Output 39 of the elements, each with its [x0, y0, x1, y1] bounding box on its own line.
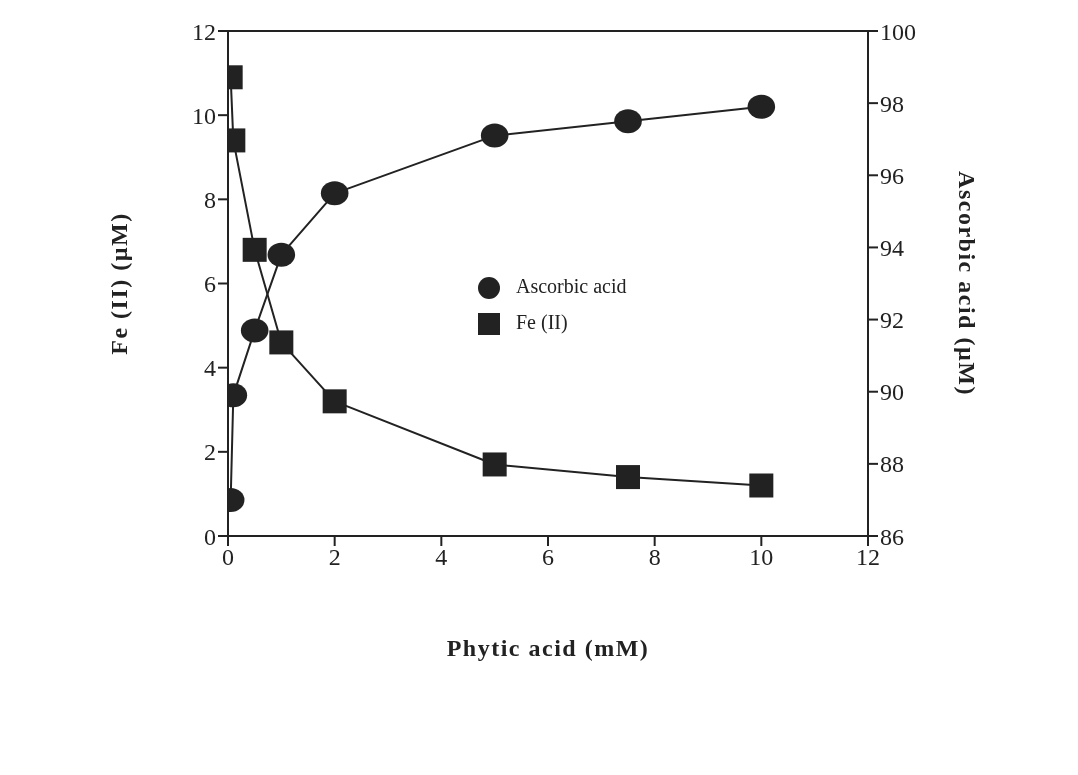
legend-label: Ascorbic acid — [516, 275, 627, 297]
x-tick-label: 0 — [222, 544, 234, 571]
y-tick-label: 4 — [204, 355, 216, 382]
x-tick-label: 12 — [856, 544, 880, 571]
point — [749, 473, 774, 498]
y-tick-label: 0 — [204, 523, 216, 550]
y-tick-label: 12 — [192, 18, 216, 45]
point — [240, 318, 269, 343]
y2-tick-label: 94 — [880, 234, 904, 261]
y-tick-label: 8 — [204, 186, 216, 213]
y-axis-title: Fe (II) (µM) — [105, 212, 132, 355]
point — [269, 330, 294, 355]
point — [242, 237, 267, 262]
x-tick-label: 8 — [648, 544, 661, 571]
point — [320, 181, 349, 206]
legend-label: Fe (II) — [516, 311, 568, 333]
x-tick-label: 2 — [328, 544, 341, 571]
x-axis-title: Phytic acid (mM) — [446, 635, 650, 661]
y-tick-label: 10 — [192, 102, 216, 129]
point — [616, 465, 640, 490]
y2-tick-label: 86 — [880, 523, 904, 550]
y-tick-label: 2 — [204, 439, 216, 466]
point — [482, 452, 507, 477]
x-tick-label: 10 — [749, 544, 774, 571]
point — [267, 242, 296, 267]
point — [322, 389, 347, 414]
y-tick-label: 6 — [204, 271, 216, 298]
point — [480, 123, 509, 148]
y2-tick-label: 92 — [880, 307, 904, 334]
y2-tick-label: 90 — [880, 379, 904, 406]
y2-tick-label: 88 — [880, 451, 904, 478]
point — [614, 109, 642, 134]
y2-tick-label: 96 — [880, 162, 904, 189]
y2-tick-label: 100 — [880, 18, 916, 45]
x-tick-label: 6 — [542, 544, 554, 571]
point — [747, 94, 776, 119]
y2-tick-label: 98 — [880, 90, 904, 117]
y2-axis-title: Ascorbic acid (µM) — [954, 171, 981, 396]
x-tick-label: 4 — [435, 544, 448, 571]
